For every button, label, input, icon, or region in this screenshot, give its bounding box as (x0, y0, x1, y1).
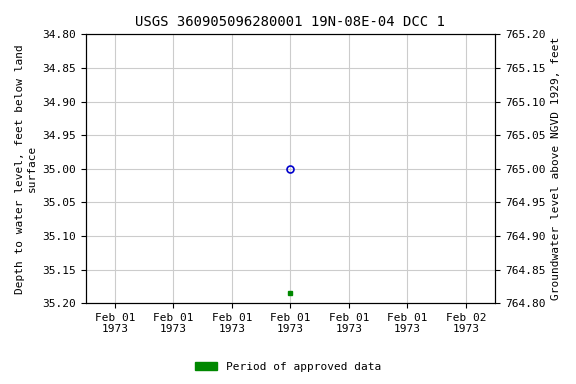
Legend: Period of approved data: Period of approved data (191, 358, 385, 377)
Title: USGS 360905096280001 19N-08E-04 DCC 1: USGS 360905096280001 19N-08E-04 DCC 1 (135, 15, 445, 29)
Y-axis label: Groundwater level above NGVD 1929, feet: Groundwater level above NGVD 1929, feet (551, 37, 561, 300)
Y-axis label: Depth to water level, feet below land
surface: Depth to water level, feet below land su… (15, 44, 37, 294)
